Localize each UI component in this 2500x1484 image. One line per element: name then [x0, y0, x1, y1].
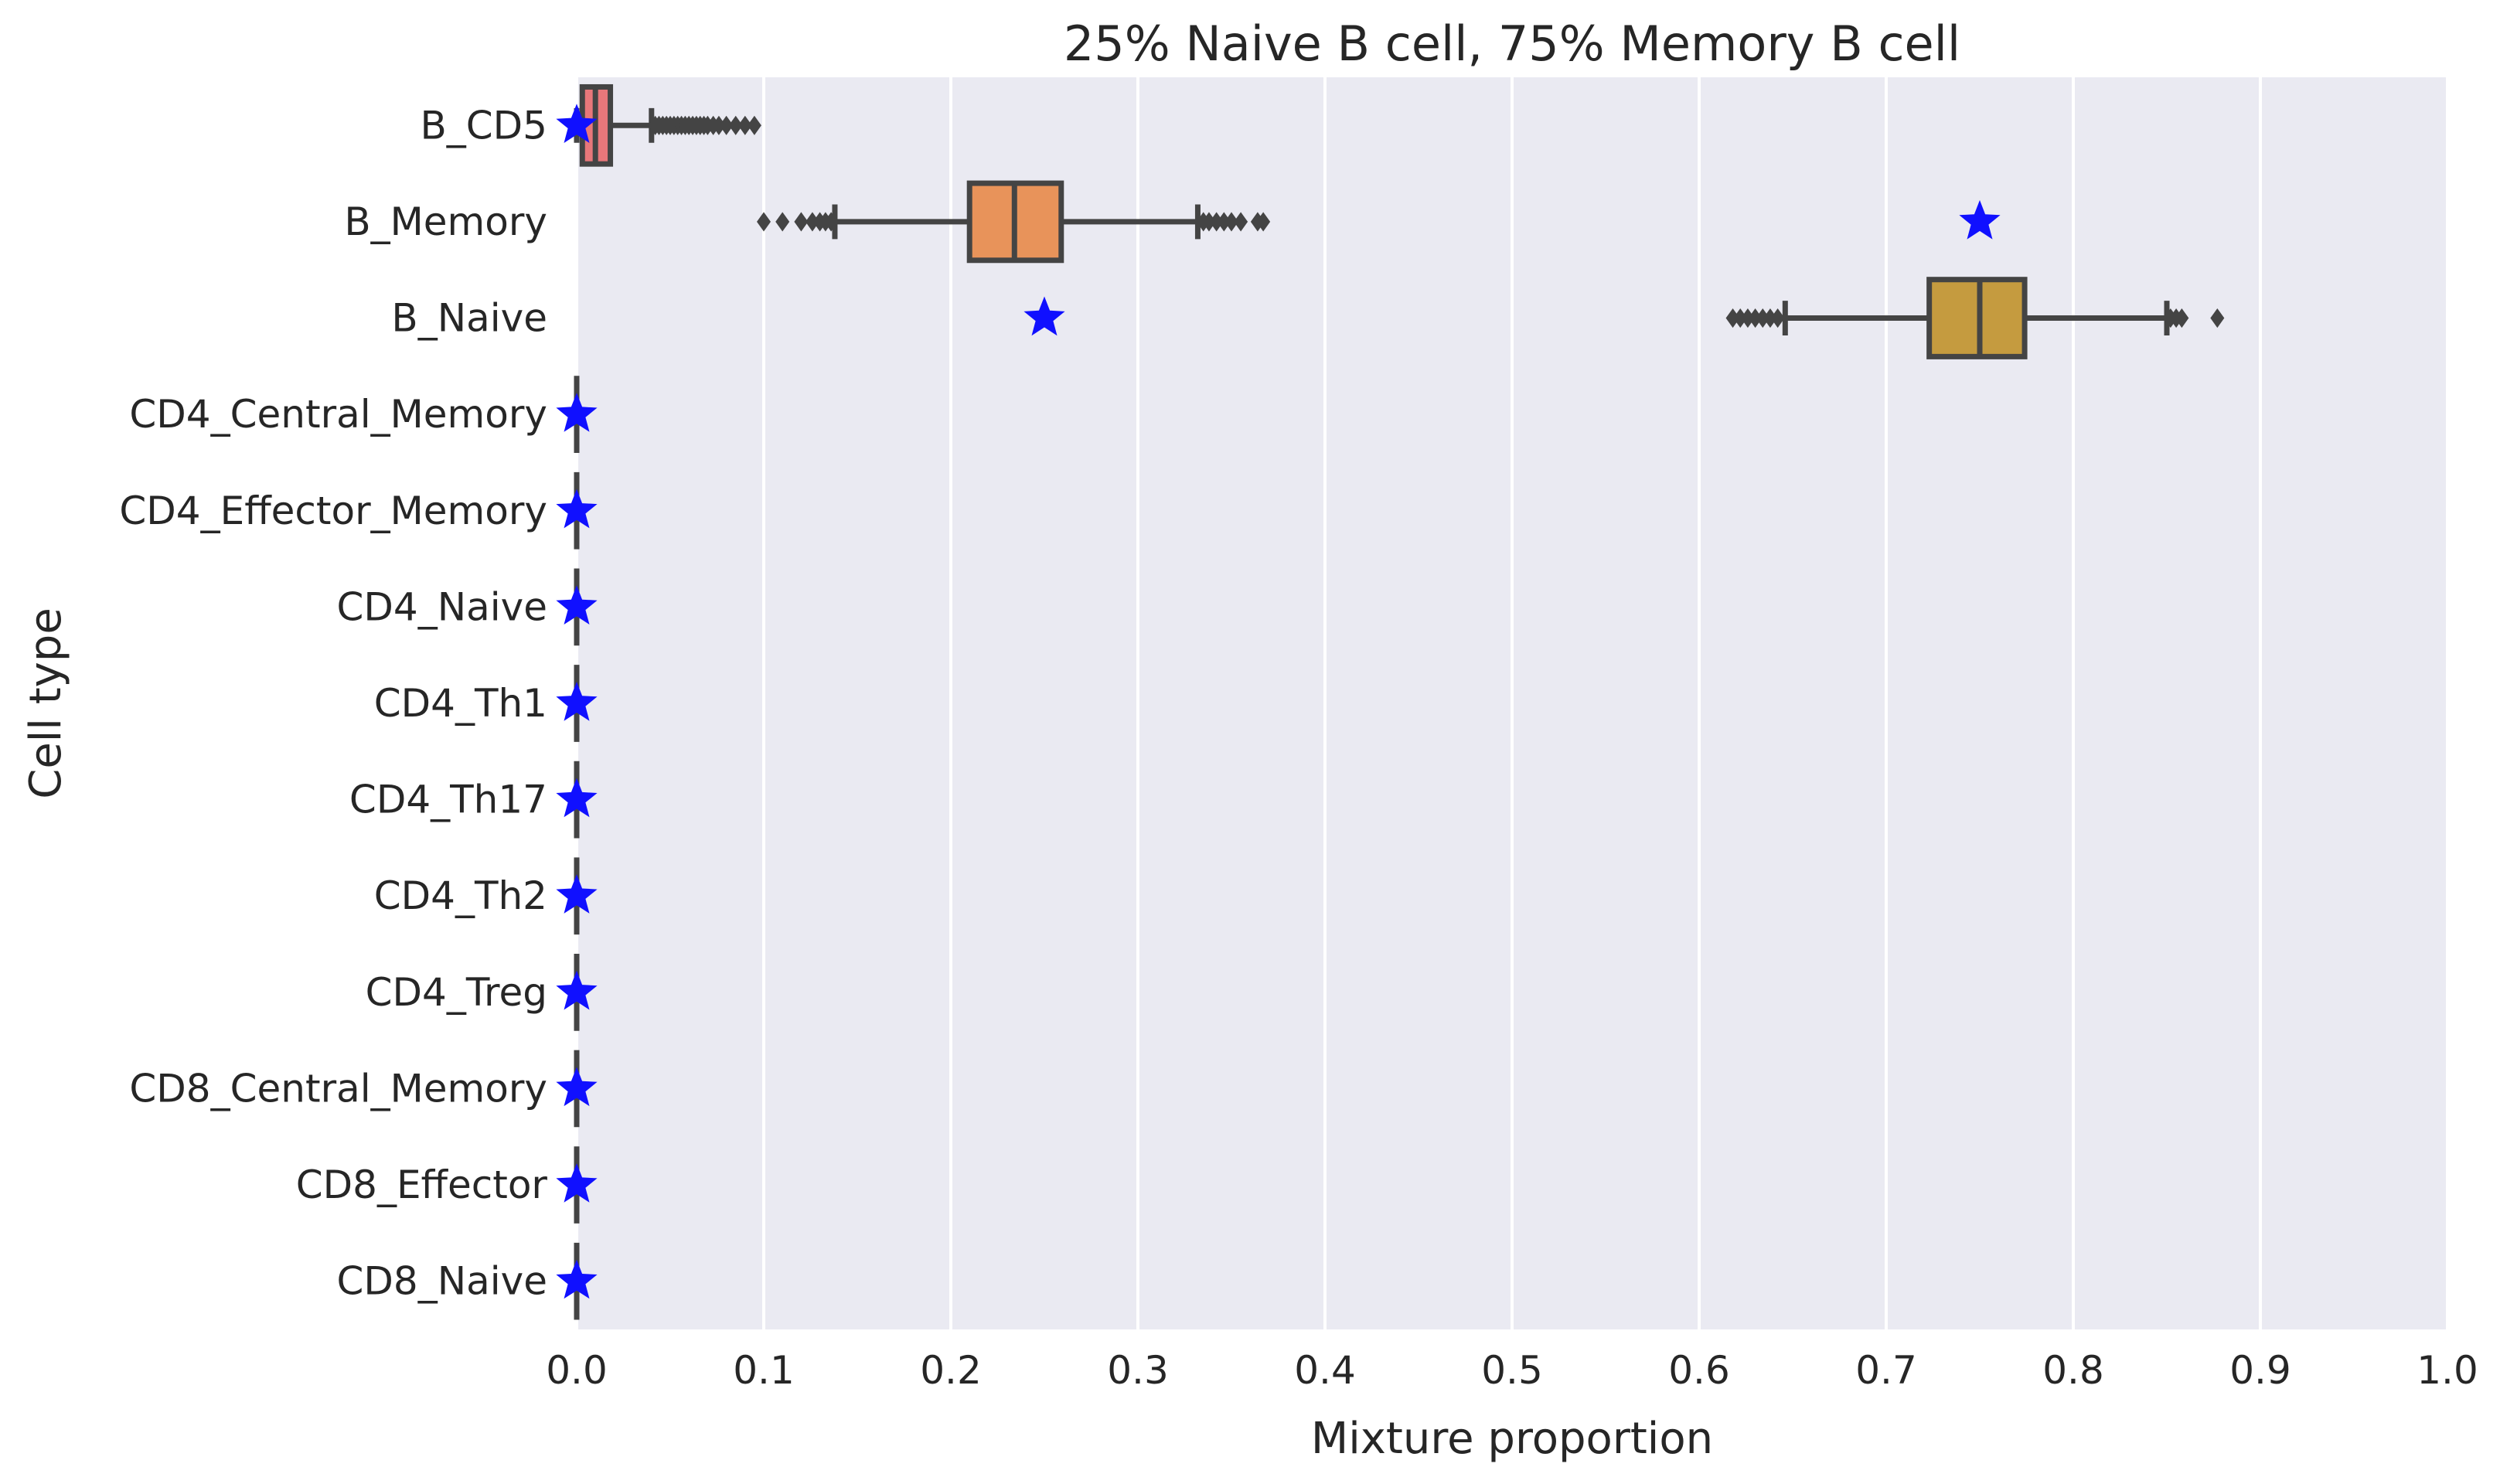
x-tick-labels: 0.0 0.1 0.2 0.3 0.4 0.5 0.6 0.7 0.8 0.9 1.0 [546, 1348, 2478, 1393]
outlier-point [824, 212, 839, 232]
chart-title: 25% Naive B cell, 75% Memory B cell [1064, 15, 1960, 72]
true-proportion-star [556, 1067, 598, 1107]
x-tick-label: 0.5 [1481, 1348, 1543, 1393]
outlier-point [719, 115, 734, 135]
true-proportion-star [556, 1163, 598, 1203]
outlier-point [2210, 308, 2225, 328]
y-tick-label: B_Naive [391, 296, 547, 341]
outlier-point [1256, 212, 1271, 232]
outlier-point [757, 212, 771, 232]
outlier-point [1234, 212, 1248, 232]
outlier-point [1733, 308, 1748, 328]
y-tick-label: CD4_Treg [366, 970, 547, 1015]
x-tick-label: 0.9 [2229, 1348, 2291, 1393]
outlier-point [1763, 308, 1777, 328]
x-tick-label: 0.0 [546, 1348, 608, 1393]
true-proportion-star [556, 393, 598, 432]
box-B_Memory [757, 180, 1271, 264]
x-axis-label: Mixture proportion [1311, 1414, 1713, 1464]
outlier-point [747, 115, 761, 135]
box-B_CD5 [574, 83, 761, 167]
box-B_Naive [1725, 277, 2225, 359]
y-tick-label: CD4_Th2 [374, 873, 547, 918]
x-tick-label: 0.4 [1294, 1348, 1356, 1393]
y-tick-label: CD8_Central_Memory [129, 1066, 547, 1111]
outlier-point [1756, 308, 1770, 328]
y-tick-label: CD4_Th1 [374, 681, 547, 726]
outlier-point [728, 115, 743, 135]
true-proportion-star [556, 1259, 598, 1299]
x-tick-label: 0.6 [1668, 1348, 1730, 1393]
true-proportion-markers [556, 104, 2001, 1299]
y-tick-label: B_Memory [344, 199, 547, 244]
y-tick-label: B_CD5 [420, 103, 547, 148]
true-proportion-star [556, 104, 598, 143]
outlier-point [2175, 308, 2189, 328]
outlier-point [775, 212, 790, 232]
true-proportion-star [556, 585, 598, 625]
true-proportion-star [1959, 199, 2001, 240]
outlier-point [1770, 308, 1785, 328]
true-proportion-star [556, 778, 598, 818]
outlier-point [794, 212, 809, 232]
y-tick-label: CD4_Effector_Memory [119, 488, 547, 533]
y-axis-label: Cell type [21, 608, 71, 799]
x-tick-label: 0.3 [1107, 1348, 1169, 1393]
outlier-point [1748, 308, 1763, 328]
grid [575, 77, 2449, 1329]
outlier-point [737, 115, 752, 135]
outlier-point [711, 115, 726, 135]
y-tick-label: CD4_Central_Memory [129, 392, 547, 437]
x-tick-label: 0.7 [1855, 1348, 1917, 1393]
y-tick-label: CD4_Th17 [349, 778, 547, 822]
outlier-point [1217, 212, 1231, 232]
outlier-point [1209, 212, 1224, 232]
outlier-point [1224, 212, 1238, 232]
x-tick-label: 0.2 [920, 1348, 982, 1393]
box-body [1926, 277, 2028, 359]
true-proportion-star [556, 970, 598, 1010]
true-proportion-star [556, 488, 598, 529]
y-tick-label: CD8_Naive [336, 1259, 547, 1304]
true-proportion-star [1024, 296, 1065, 336]
true-proportion-star [556, 874, 598, 914]
x-tick-label: 0.8 [2042, 1348, 2104, 1393]
x-tick-label: 1.0 [2417, 1348, 2478, 1393]
y-tick-label: CD4_Naive [336, 584, 547, 629]
outlier-point [1201, 212, 1216, 232]
outlier-point [1740, 308, 1755, 328]
y-tick-labels: B_CD5 B_Memory B_Naive CD4_Central_Memory CD… [119, 103, 547, 1303]
y-tick-label: CD8_Effector [296, 1162, 548, 1207]
x-tick-label: 0.1 [733, 1348, 795, 1393]
true-proportion-star [556, 682, 598, 721]
outlier-point [1725, 308, 1740, 328]
outlier-point [805, 212, 819, 232]
